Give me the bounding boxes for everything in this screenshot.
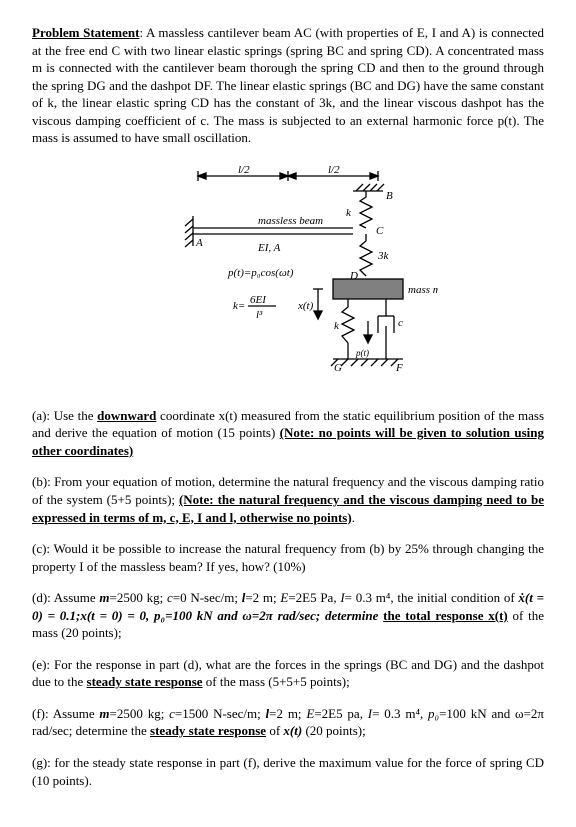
part-a-downward: downward <box>97 408 156 423</box>
part-f-m-val: =2500 kg; <box>110 706 170 721</box>
part-g-text: (g): for the steady state response in pa… <box>32 755 544 788</box>
part-b-tail: . <box>352 510 355 525</box>
dim-right: l/2 <box>328 164 340 176</box>
label-k-top: k <box>346 207 352 219</box>
part-d-c-val: =0 N-sec/m; <box>173 590 242 605</box>
part-f: (f): Assume m=2500 kg; c=1500 N-sec/m; l… <box>32 705 544 740</box>
label-pt: p(t)=p₀cos(ωt) <box>227 267 294 279</box>
label-A: A <box>195 237 203 249</box>
part-c-text: (c): Would it be possible to increase th… <box>32 541 544 574</box>
label-c: c <box>398 317 403 329</box>
part-e-tail: of the mass (5+5+5 points); <box>203 674 350 689</box>
part-f-E: E <box>306 706 314 721</box>
part-b: (b): From your equation of motion, deter… <box>32 473 544 526</box>
part-f-xt: x(t) <box>283 723 302 738</box>
part-f-l-val: =2 m; <box>269 706 306 721</box>
label-EI: EI, A <box>257 242 281 254</box>
part-c: (c): Would it be possible to increase th… <box>32 540 544 575</box>
part-f-I-val: = 0.3 m⁴, <box>372 706 428 721</box>
problem-text: : A massless cantilever beam AC (with pr… <box>32 25 544 145</box>
part-e-steady: steady state response <box>87 674 203 689</box>
part-a: (a): Use the downward coordinate x(t) me… <box>32 407 544 460</box>
part-f-p: p₀ <box>428 706 439 721</box>
part-f-m: m <box>99 706 109 721</box>
part-f-c-val: =1500 N-sec/m; <box>175 706 266 721</box>
label-xt: x(t) <box>297 300 314 312</box>
part-d: (d): Assume m=2500 kg; c=0 N-sec/m; l=2 … <box>32 589 544 642</box>
label-beam: massless beam <box>258 215 323 227</box>
part-g: (g): for the steady state response in pa… <box>32 754 544 789</box>
part-d-I-val: = 0.3 m⁴, the initial condition of <box>345 590 519 605</box>
label-k-bot: k <box>334 320 340 332</box>
label-keq-lhs: k= <box>233 300 245 312</box>
label-G: G <box>334 362 342 374</box>
part-f-E-val: =2E5 pa, <box>314 706 367 721</box>
part-d-E-val: =2E5 Pa, <box>288 590 340 605</box>
part-f-tail: (20 points); <box>302 723 366 738</box>
label-C: C <box>376 225 384 237</box>
part-f-tail-of: of <box>266 723 283 738</box>
part-d-lead: (d): Assume <box>32 590 99 605</box>
part-f-lead: (f): Assume <box>32 706 99 721</box>
part-e: (e): For the response in part (d), what … <box>32 656 544 691</box>
label-3k: 3k <box>377 250 390 262</box>
part-a-lead: (a): Use the <box>32 408 97 423</box>
label-mass: mass m <box>408 284 438 296</box>
dim-left: l/2 <box>238 164 250 176</box>
label-keq-num: 6EI <box>250 294 267 306</box>
part-d-resp: the total response x(t) <box>383 608 508 623</box>
label-B: B <box>386 190 393 202</box>
label-F: F <box>395 362 403 374</box>
part-d-m-val: =2500 kg; <box>110 590 167 605</box>
problem-statement: Problem Statement: A massless cantilever… <box>32 24 544 147</box>
part-f-steady: steady state response <box>150 723 266 738</box>
part-d-m: m <box>99 590 109 605</box>
problem-heading: Problem Statement <box>32 25 139 40</box>
beam-diagram: l/2 l/2 A massless beam EI, A B k C 3k D… <box>138 161 438 391</box>
label-keq-den: l³ <box>256 309 263 321</box>
label-pt-small: p(t) <box>355 348 369 358</box>
part-d-l-val: =2 m; <box>245 590 280 605</box>
